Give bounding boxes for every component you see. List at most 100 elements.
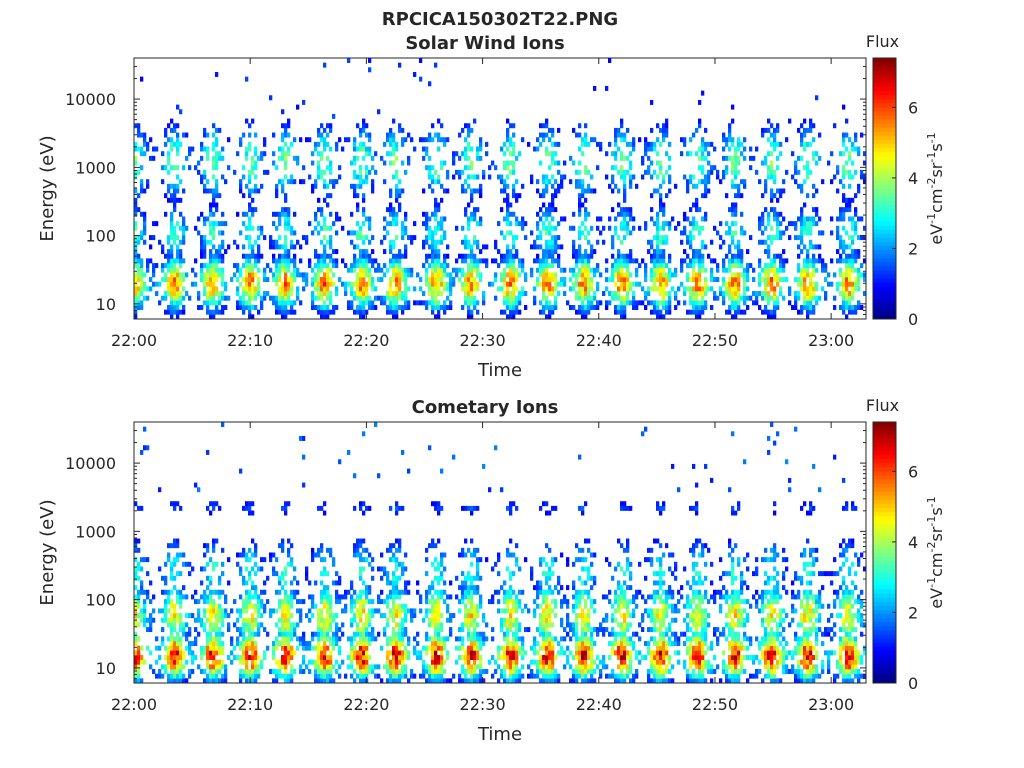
flux-cell: [182, 309, 186, 315]
flux-cell: [356, 230, 360, 236]
flux-cell: [215, 151, 219, 157]
flux-cell: [173, 557, 177, 563]
flux-cell: [140, 132, 144, 138]
flux-cell: [503, 165, 507, 171]
flux-cell: [512, 281, 516, 287]
flux-cell: [719, 179, 723, 185]
flux-cell: [632, 291, 636, 296]
flux-cell: [311, 594, 315, 600]
flux-cell: [731, 155, 735, 161]
flux-cell: [143, 622, 147, 628]
flux-cell: [296, 160, 300, 166]
flux-cell: [788, 300, 792, 306]
flux-cell: [863, 225, 867, 231]
flux-cell: [512, 132, 516, 138]
flux-cell: [323, 650, 327, 656]
flux-cell: [371, 557, 375, 563]
flux-cell: [776, 216, 780, 222]
flux-cell: [464, 295, 468, 301]
flux-cell: [674, 225, 678, 231]
flux-cell: [455, 267, 459, 273]
flux-cell: [224, 669, 228, 674]
flux-cell: [215, 249, 219, 255]
flux-cell: [704, 141, 708, 147]
flux-cell: [611, 188, 615, 194]
flux-cell: [551, 239, 555, 245]
flux-cell: [512, 267, 516, 273]
flux-cell: [191, 669, 195, 674]
colorbar-segment: [873, 135, 896, 140]
flux-cell: [734, 155, 738, 161]
flux-cell: [203, 183, 207, 189]
flux-cell: [692, 235, 696, 241]
flux-cell: [557, 281, 561, 287]
flux-cell: [704, 188, 708, 194]
flux-cell: [287, 659, 291, 665]
flux-cell: [164, 132, 168, 138]
flux-cell: [236, 655, 240, 660]
flux-cell: [185, 645, 189, 651]
flux-cell: [320, 137, 324, 143]
flux-cell: [386, 641, 390, 647]
flux-cell: [173, 193, 177, 199]
flux-cell: [734, 165, 738, 171]
flux-cell: [542, 258, 546, 264]
flux-cell: [590, 188, 594, 194]
flux-cell: [701, 300, 705, 306]
flux-cell: [461, 225, 465, 231]
flux-cell: [575, 169, 579, 175]
flux-cell: [209, 627, 213, 633]
flux-cell: [242, 622, 246, 628]
flux-cell: [536, 146, 540, 152]
flux-cell: [548, 309, 552, 315]
flux-cell: [698, 230, 702, 236]
flux-cell: [467, 314, 471, 320]
flux-cell: [452, 277, 456, 283]
flux-cell: [179, 571, 183, 577]
flux-cell: [245, 76, 249, 82]
flux-cell: [617, 295, 621, 301]
flux-cell: [389, 263, 393, 269]
flux-cell: [668, 225, 672, 231]
flux-cell: [800, 235, 804, 241]
flux-cell: [227, 580, 231, 586]
flux-cell: [467, 127, 471, 133]
flux-cell: [362, 305, 366, 310]
flux-cell: [680, 137, 684, 143]
flux-cell: [500, 207, 504, 213]
flux-cell: [251, 501, 255, 507]
flux-cell: [842, 151, 846, 157]
flux-cell: [305, 645, 309, 651]
flux-cell: [227, 655, 231, 660]
flux-cell: [554, 295, 558, 301]
flux-cell: [374, 673, 378, 679]
flux-cell: [317, 263, 321, 269]
flux-cell: [326, 253, 330, 259]
flux-cell: [857, 151, 861, 157]
flux-cell: [176, 641, 180, 647]
flux-cell: [800, 216, 804, 222]
flux-cell: [398, 202, 402, 208]
flux-cell: [323, 286, 327, 292]
flux-cell: [311, 547, 315, 553]
flux-cell: [476, 244, 480, 250]
flux-cell: [728, 137, 732, 143]
flux-cell: [152, 608, 156, 614]
flux-cell: [182, 655, 186, 660]
flux-cell: [413, 286, 417, 292]
flux-cell: [623, 216, 627, 222]
flux-cell: [596, 300, 600, 306]
flux-cell: [182, 165, 186, 171]
flux-cell: [368, 281, 372, 287]
flux-cell: [590, 305, 594, 310]
flux-cell: [323, 510, 327, 516]
flux-cell: [431, 137, 435, 143]
flux-cell: [353, 160, 357, 166]
flux-cell: [845, 230, 849, 236]
flux-cell: [317, 669, 321, 674]
flux-cell: [425, 146, 429, 152]
flux-cell: [395, 267, 399, 273]
flux-cell: [305, 575, 309, 581]
flux-cell: [449, 305, 453, 310]
